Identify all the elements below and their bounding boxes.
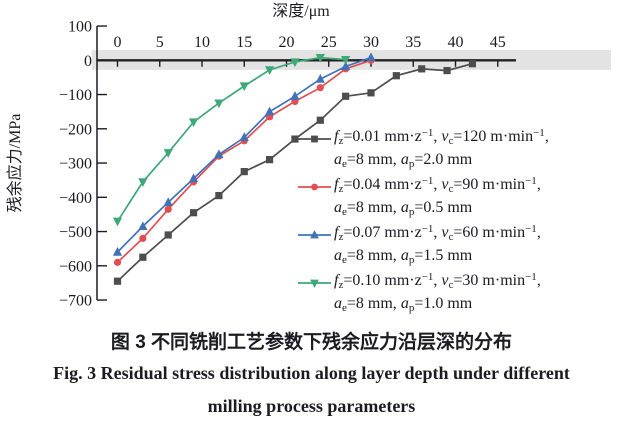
svg-text:5: 5 [156,34,164,51]
figure-caption-english-line2: milling process parameters [207,396,416,416]
svg-text:15: 15 [236,34,252,51]
svg-text:−400: −400 [59,190,92,207]
series-square [113,60,476,285]
svg-text:0: 0 [84,53,92,70]
svg-text:−200: −200 [59,121,92,138]
svg-text:−500: −500 [59,224,92,241]
svg-text:35: 35 [405,34,421,51]
svg-text:30: 30 [363,34,379,51]
series-triangle-up [112,52,376,256]
legend-entry-label: fz=0.01 mm·z−1, vc=120 m·min−1, ae=8 mm, … [334,127,549,170]
legend-entry-label: fz=0.10 mm·z−1, vc=30 m·min−1, ae=8 mm, a… [334,271,541,314]
legend-entry-label: fz=0.07 mm·z−1, vc=60 m·min−1, ae=8 mm, a… [334,223,541,266]
svg-text:−600: −600 [59,258,92,275]
x-axis-title: 深度/μm [272,2,330,20]
y-axis: 100 0 −100 −200 −300 −400 −500 −600 −700 残余应力/MPa [5,19,107,310]
legend-entry-label: fz=0.04 mm·z−1, vc=90 m·min−1, ae=8 mm, a… [334,175,541,218]
legend-entry-3: fz=0.07 mm·z−1, vc=60 m·min−1, ae=8 mm, a… [298,221,622,267]
svg-text:10: 10 [194,34,210,51]
svg-text:−300: −300 [59,156,92,173]
legend-entry-2: fz=0.04 mm·z−1, vc=90 m·min−1, ae=8 mm, a… [298,173,622,219]
svg-text:20: 20 [279,34,295,51]
svg-text:0: 0 [114,34,122,51]
legend-entry-1: fz=0.01 mm·z−1, vc=120 m·min−1, ae=8 mm, … [298,125,622,171]
svg-text:−100: −100 [59,87,92,104]
svg-text:−700: −700 [59,293,92,310]
series-triangle-down [112,53,351,227]
y-axis-title: 残余应力/MPa [5,114,24,213]
residual-stress-chart: 1000−100−200−300−400−500−600−700残余应力/MPa… [5,2,611,310]
figure-caption-english-line1: Fig. 3 Residual stress distribution alon… [53,363,570,383]
svg-text:45: 45 [490,34,506,51]
svg-text:25: 25 [321,34,337,51]
legend-triangle-up-marker-icon [298,221,334,247]
legend-circle-marker-icon [298,173,334,199]
legend-entry-4: fz=0.10 mm·z−1, vc=30 m·min−1, ae=8 mm, a… [298,269,622,315]
figure-caption-chinese: 图 3 不同铣削工艺参数下残余应力沿层深的分布 [110,332,513,353]
svg-text:100: 100 [68,19,92,36]
legend-triangle-down-marker-icon [298,269,334,295]
legend-square-marker-icon [298,125,334,151]
svg-text:40: 40 [448,34,464,51]
chart-legend: fz=0.01 mm·z−1, vc=120 m·min−1, ae=8 mm, … [298,125,622,317]
